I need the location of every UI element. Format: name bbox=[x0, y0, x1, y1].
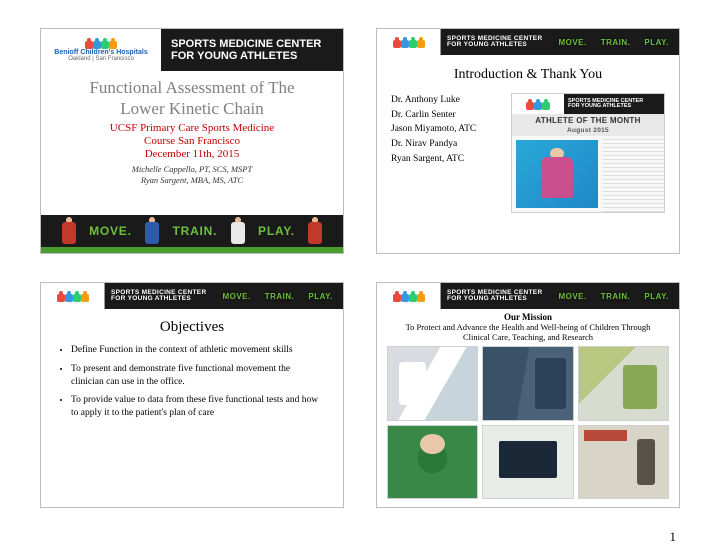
aotm-photo bbox=[516, 140, 598, 208]
mission-photo bbox=[482, 425, 573, 500]
slide4-header: SPORTS MEDICINE CENTER FOR YOUNG ATHLETE… bbox=[377, 283, 679, 309]
thank-you-names: Dr. Anthony Luke Dr. Carlin Senter Jason… bbox=[391, 93, 501, 213]
hospital-logo: Benioff Children's Hospitals Oakland | S… bbox=[41, 29, 161, 71]
slide2-title: Introduction & Thank You bbox=[391, 61, 665, 93]
hospital-name: Benioff Children's Hospitals bbox=[54, 49, 147, 56]
athlete-icon bbox=[304, 214, 326, 248]
aotm-article-text bbox=[602, 136, 664, 212]
mission-photo bbox=[387, 425, 478, 500]
name-item: Ryan Sargent, ATC bbox=[391, 152, 501, 167]
athlete-icon bbox=[58, 214, 80, 248]
slide1-subtitle: UCSF Primary Care Sports Medicine Course… bbox=[41, 122, 343, 162]
slide-2: SPORTS MEDICINE CENTER FOR YOUNG ATHLETE… bbox=[376, 28, 680, 254]
objectives-list: Define Function in the context of athlet… bbox=[41, 344, 343, 420]
objective-item: Define Function in the context of athlet… bbox=[71, 344, 323, 357]
slide-3: SPORTS MEDICINE CENTER FOR YOUNG ATHLETE… bbox=[40, 282, 344, 508]
aotm-center-name: SPORTS MEDICINE CENTER FOR YOUNG ATHLETE… bbox=[564, 94, 664, 114]
athlete-icon bbox=[141, 214, 163, 248]
center-name-box: SPORTS MEDICINE CENTER FOR YOUNG ATHLETE… bbox=[161, 29, 343, 71]
name-item: Dr. Carlin Senter bbox=[391, 108, 501, 123]
athlete-icon bbox=[227, 214, 249, 248]
tagline-strip: MOVE. TRAIN. PLAY. bbox=[548, 283, 679, 309]
center-name-small: SPORTS MEDICINE CENTER FOR YOUNG ATHLETE… bbox=[105, 283, 212, 309]
slide-4: SPORTS MEDICINE CENTER FOR YOUNG ATHLETE… bbox=[376, 282, 680, 508]
objective-item: To provide value to data from these five… bbox=[71, 394, 323, 420]
name-item: Dr. Anthony Luke bbox=[391, 93, 501, 108]
hospital-logo-small bbox=[41, 283, 105, 309]
slide2-header: SPORTS MEDICINE CENTER FOR YOUNG ATHLETE… bbox=[377, 29, 679, 55]
athlete-of-month-card: SPORTS MEDICINE CENTER FOR YOUNG ATHLETE… bbox=[511, 93, 665, 213]
center-line2: FOR YOUNG ATHLETES bbox=[171, 50, 333, 62]
hospital-logo-small bbox=[377, 283, 441, 309]
logo-figures-icon bbox=[85, 38, 117, 49]
slide1-header: Benioff Children's Hospitals Oakland | S… bbox=[41, 29, 343, 71]
mission-photo-grid bbox=[377, 346, 679, 507]
name-item: Jason Miyamoto, ATC bbox=[391, 122, 501, 137]
name-item: Dr. Nirav Pandya bbox=[391, 137, 501, 152]
mission-statement: Our Mission To Protect and Advance the H… bbox=[377, 309, 679, 346]
page-number: 1 bbox=[670, 529, 677, 545]
aotm-logo bbox=[512, 94, 564, 114]
center-line1: SPORTS MEDICINE CENTER bbox=[171, 38, 333, 50]
handout-grid: Benioff Children's Hospitals Oakland | S… bbox=[40, 28, 680, 508]
mission-label: Our Mission bbox=[504, 312, 552, 322]
slide1-tagline-band: MOVE. TRAIN. PLAY. bbox=[41, 209, 343, 253]
slide3-title: Objectives bbox=[41, 309, 343, 344]
mission-text: To Protect and Advance the Health and We… bbox=[406, 322, 651, 342]
slide-1: Benioff Children's Hospitals Oakland | S… bbox=[40, 28, 344, 254]
aotm-label: ATHLETE OF THE MONTH August 2015 bbox=[512, 114, 664, 136]
hospital-locations: Oakland | San Francisco bbox=[68, 56, 134, 62]
mission-photo bbox=[578, 346, 669, 421]
tagline-move: MOVE. bbox=[89, 224, 132, 238]
tagline-strip: MOVE. TRAIN. PLAY. bbox=[548, 29, 679, 55]
hospital-logo-small bbox=[377, 29, 441, 55]
center-name-small: SPORTS MEDICINE CENTER FOR YOUNG ATHLETE… bbox=[441, 29, 548, 55]
mission-photo bbox=[387, 346, 478, 421]
slide1-authors: Michelle Cappello, PT, SCS, MSPT Ryan Sa… bbox=[41, 161, 343, 185]
tagline-train: TRAIN. bbox=[172, 224, 217, 238]
tagline-play: PLAY. bbox=[258, 224, 295, 238]
mission-photo bbox=[578, 425, 669, 500]
slide1-title: Functional Assessment of The Lower Kinet… bbox=[41, 71, 343, 122]
center-name-small: SPORTS MEDICINE CENTER FOR YOUNG ATHLETE… bbox=[441, 283, 548, 309]
tagline-strip: MOVE. TRAIN. PLAY. bbox=[212, 283, 343, 309]
slide3-header: SPORTS MEDICINE CENTER FOR YOUNG ATHLETE… bbox=[41, 283, 343, 309]
mission-photo bbox=[482, 346, 573, 421]
objective-item: To present and demonstrate five function… bbox=[71, 363, 323, 389]
